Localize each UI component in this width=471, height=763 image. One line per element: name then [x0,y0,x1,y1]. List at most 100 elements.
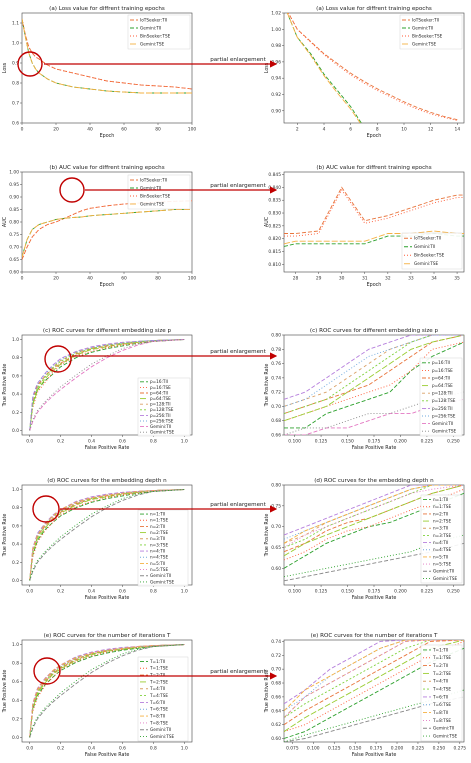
series-line-2 [22,18,192,90]
legend-entry: n=3:TSE [150,542,168,547]
series-line-9 [29,339,185,431]
x-tick-label: 0.8 [150,589,157,595]
legend-box [401,232,463,270]
x-tick-label: 0.150 [341,439,354,445]
legend-entry: T=4:TII [432,679,448,684]
series-group [29,489,185,581]
x-tick-label: 0.200 [394,439,407,445]
x-tick-label: 10 [401,127,407,133]
y-tick-label: 0.6 [12,121,19,127]
legend-entry: n=1:TSE [150,518,168,523]
legend-entry: Gemini:TII [150,727,171,732]
x-tick-label: 0.250 [447,439,460,445]
y-axis-label: True Positive Rate [2,364,8,408]
legend-entry: Gemini:TSE [150,579,175,584]
series-line-3 [284,335,464,422]
x-tick-label: 0.175 [370,746,383,752]
legend-entry: Gemini:TII [150,573,171,578]
x-tick-label: 0.200 [391,746,404,752]
y-tick-label: 0.75 [9,232,19,238]
y-tick-label: 0.85 [9,207,19,213]
legend: T=1:TIIT=1:TSET=2:TIIT=2:TSET=4:TIIT=4:T… [137,656,189,742]
chart-panel-3: (b) AUC value for diffrent training epoc… [264,165,465,288]
x-tick-label: 35 [454,276,460,282]
y-tick-label: 0.6 [12,523,19,529]
x-tick-label: 0.075 [286,746,299,752]
legend-box [420,644,463,742]
x-tick-label: 0.6 [119,439,126,445]
axis-ticks: 0.075 0.100 0.125 0.150 0.175 0.200 0.225 0.250… [271,639,466,752]
legend-entry: n=3:TII [433,526,448,531]
y-tick-label: 0.4 [12,698,19,704]
legend-entry: p=64:TII [432,375,450,380]
legend-entry: Gemini:TII [432,421,453,426]
x-tick-label: 0.200 [394,589,407,595]
chart-panel-4: (c) ROC curves for different embedding s… [2,328,193,451]
legend-entry: n=3:TII [150,536,165,541]
y-tick-label: 0.92 [271,92,281,98]
y-tick-label: 0.6 [12,373,19,379]
legend-entry: T=2:TSE [149,679,168,684]
series-line-10 [29,644,185,738]
x-tick-label: 8 [376,127,379,133]
legend-entry: n=5:TSE [150,567,168,572]
legend-entry: p=64:TII [150,390,168,395]
legend-entry: n=2:TII [150,524,165,529]
x-tick-label: 0.0 [26,746,33,752]
series-line-10 [29,489,185,581]
series-line-8 [29,489,185,581]
legend-entry: p=256:TII [150,413,171,418]
legend-entry: Gemini:TSE [140,201,165,206]
legend: T=1:TIIT=1:TSET=2:TIIT=2:TSET=4:TIIT=4:T… [420,644,463,742]
series-line-1 [29,489,185,581]
y-tick-label: 0.66 [271,433,281,439]
y-tick-label: 0.90 [9,195,19,201]
x-tick-label: 80 [155,276,161,282]
y-tick-label: 0.65 [271,545,281,551]
series-line-5 [284,640,464,719]
legend-box [399,14,463,50]
series-line-6 [29,489,185,581]
legend-entry: BinSeeker:TSE [140,33,171,38]
x-axis-label: False Positive Rate [85,445,130,451]
y-tick-label: 0.64 [271,708,281,714]
x-tick-label: 0.2 [57,589,64,595]
y-tick-label: 0.0 [12,428,19,434]
x-tick-label: 80 [155,127,161,133]
legend-entry: BinSeeker:TSE [412,33,443,38]
y-tick-label: 0.72 [271,390,281,396]
partial-enlargement-label: partial enlargement [210,502,266,508]
series-line-3 [286,13,361,123]
x-tick-label: 0.6 [119,746,126,752]
x-tick-label: 30 [339,276,345,282]
y-axis-label: True Positive Rate [264,514,270,558]
series-line-1 [284,488,464,561]
chart-panel-2: (b) AUC value for diffrent training epoc… [2,165,196,288]
x-tick-label: 29 [316,276,322,282]
chart-title: (d) ROC curves for the embedding depth n [47,478,167,484]
x-tick-label: 1.0 [181,746,188,752]
chart-title: (a) Loss value for diffrent training epo… [49,6,165,12]
legend-entry: T=4:TSE [432,686,451,691]
axis-ticks: 0.100 0.125 0.150 0.175 0.200 0.225 0.250 0.66 0… [271,333,460,445]
y-tick-label: 0.65 [9,257,19,263]
chart-title: (b) AUC value for diffrent training epoc… [316,165,431,171]
y-tick-label: 0.4 [12,542,19,548]
y-tick-label: 0.820 [268,236,281,242]
y-tick-label: 0.8 [12,81,19,87]
legend-entry: T=2:TII [149,672,165,677]
series-group [284,335,464,435]
zoom-circle [44,345,72,373]
series-line-11 [29,644,185,738]
series-line-5 [284,485,464,548]
legend-entry: n=2:TII [433,511,448,516]
chart-title: (e) ROC curves for the number of iterati… [311,633,438,639]
series-line-6 [284,335,464,400]
legend-entry: T=1:TSE [432,655,451,660]
x-tick-label: 0.225 [412,746,425,752]
series-line-9 [284,640,464,719]
y-tick-label: 0.95 [9,182,19,188]
legend-entry: T=2:TII [432,663,448,668]
legend-entry: BinSeeker:TSE [140,193,171,198]
series-line-5 [29,339,185,431]
